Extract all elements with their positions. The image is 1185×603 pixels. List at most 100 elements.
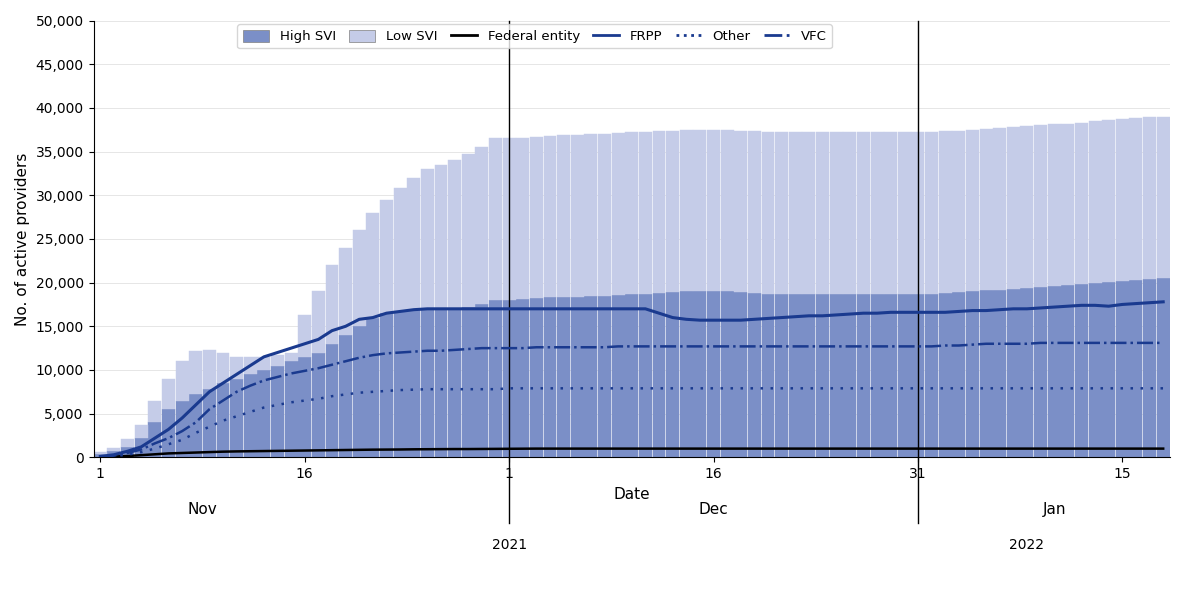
Other — [1157, 385, 1171, 392]
Bar — [802, 132, 815, 294]
Bar — [939, 293, 952, 457]
Bar — [380, 200, 393, 313]
Bar — [639, 132, 652, 294]
Bar — [735, 131, 748, 292]
Bar — [408, 178, 421, 309]
Bar — [598, 295, 611, 457]
Bar — [366, 318, 379, 457]
Bar — [121, 439, 134, 447]
Bar — [271, 365, 284, 457]
Bar — [993, 289, 1006, 457]
Bar — [1035, 125, 1048, 287]
Bar — [1062, 124, 1075, 285]
Bar — [244, 357, 257, 374]
Bar — [435, 165, 448, 309]
Bar — [284, 361, 297, 457]
Bar — [257, 370, 270, 457]
Bar — [953, 292, 966, 457]
Bar — [230, 379, 243, 457]
Bar — [584, 134, 597, 295]
Bar — [380, 313, 393, 457]
Bar — [748, 293, 761, 457]
Bar — [135, 425, 148, 438]
Bar — [598, 134, 611, 295]
Bar — [339, 248, 352, 335]
Bar — [175, 361, 188, 400]
Bar — [217, 353, 230, 383]
Bar — [925, 294, 939, 457]
Bar — [1048, 124, 1061, 286]
Federal entity — [884, 445, 898, 452]
Bar — [393, 188, 406, 311]
Federal entity — [352, 446, 366, 453]
Bar — [1102, 120, 1115, 282]
Bar — [611, 295, 624, 457]
FRPP — [870, 309, 884, 317]
Bar — [326, 265, 339, 344]
Bar — [884, 294, 897, 457]
Federal entity — [94, 453, 108, 461]
Bar — [911, 132, 924, 294]
Bar — [707, 130, 720, 291]
VFC — [352, 354, 366, 361]
Bar — [108, 448, 121, 451]
Bar — [707, 291, 720, 457]
Bar — [190, 351, 203, 394]
Bar — [775, 132, 788, 294]
FRPP — [515, 305, 530, 312]
Bar — [393, 311, 406, 457]
Bar — [366, 213, 379, 318]
Bar — [1020, 288, 1033, 457]
VFC — [870, 343, 884, 350]
VFC — [530, 344, 544, 351]
Bar — [203, 350, 216, 389]
Line: VFC: VFC — [101, 343, 1164, 456]
Other — [379, 387, 393, 394]
Federal entity — [1157, 445, 1171, 452]
Bar — [257, 357, 270, 370]
Bar — [626, 132, 639, 294]
Bar — [693, 291, 706, 457]
Bar — [1020, 126, 1033, 288]
Bar — [762, 132, 775, 294]
Bar — [94, 454, 107, 457]
Bar — [462, 154, 475, 307]
Bar — [844, 294, 857, 457]
Bar — [299, 315, 312, 357]
VFC — [1033, 339, 1048, 347]
Bar — [1062, 285, 1075, 457]
Bar — [980, 291, 993, 457]
Bar — [1035, 287, 1048, 457]
FRPP — [530, 305, 544, 312]
VFC — [94, 453, 108, 460]
Other — [352, 389, 366, 396]
Bar — [1157, 278, 1170, 457]
Line: Federal entity: Federal entity — [101, 449, 1164, 457]
Y-axis label: No. of active providers: No. of active providers — [15, 152, 30, 326]
Bar — [666, 131, 679, 292]
Bar — [653, 293, 666, 457]
Bar — [571, 297, 584, 457]
Other — [720, 385, 735, 392]
Bar — [1129, 280, 1142, 457]
Other — [530, 385, 544, 392]
Bar — [653, 131, 666, 293]
Bar — [502, 300, 515, 457]
Bar — [611, 133, 624, 295]
Bar — [448, 309, 461, 457]
Bar — [857, 294, 870, 457]
Bar — [584, 295, 597, 457]
Bar — [230, 357, 243, 379]
Other — [884, 385, 898, 392]
Bar — [1116, 281, 1129, 457]
Bar — [299, 357, 312, 457]
FRPP — [352, 316, 366, 323]
Bar — [720, 130, 734, 291]
Bar — [844, 132, 857, 294]
Bar — [680, 291, 693, 457]
Bar — [693, 130, 706, 291]
Bar — [1089, 121, 1102, 283]
Bar — [626, 294, 639, 457]
VFC — [515, 344, 530, 352]
Bar — [557, 297, 570, 457]
